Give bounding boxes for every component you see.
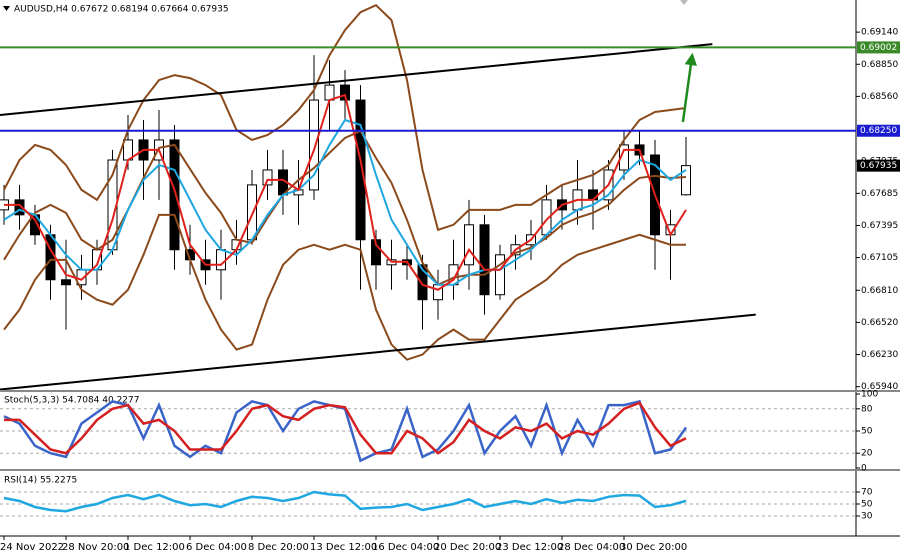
indicator-line bbox=[3, 213, 686, 361]
trendline bbox=[0, 43, 713, 117]
y-tick-label: 20 bbox=[861, 449, 873, 459]
y-tick-label: 0.65940 bbox=[861, 382, 898, 392]
level-label: 0.68250 bbox=[860, 126, 897, 136]
candle-body bbox=[247, 184, 257, 241]
oscillator-line bbox=[3, 490, 687, 513]
x-tick-label: 23 Dec 12:00 bbox=[496, 542, 563, 553]
candle-body bbox=[169, 139, 180, 251]
indicator-line bbox=[4, 93, 687, 291]
plot-area bbox=[3, 490, 687, 513]
menu-triangle[interactable] bbox=[3, 6, 10, 11]
x-tick-label: 30 Dec 20:00 bbox=[620, 542, 687, 553]
y-tick-label: 0.67105 bbox=[861, 253, 898, 263]
candle-body bbox=[479, 224, 490, 296]
y-tick-label: 0.66520 bbox=[861, 318, 898, 328]
y-tick-label: 0.66810 bbox=[861, 286, 898, 296]
y-tick-label: 30 bbox=[861, 512, 873, 522]
stoch-title: Stoch(5,3,3) 54.7084 40.2277 bbox=[4, 396, 139, 406]
y-tick-label: 0.67685 bbox=[861, 189, 898, 199]
y-tick-label: 100 bbox=[861, 390, 878, 400]
level-label-box bbox=[857, 41, 900, 54]
y-tick-label: 0.69140 bbox=[861, 28, 898, 38]
current-price-box bbox=[857, 159, 900, 172]
y-tick-label: 0 bbox=[861, 464, 867, 474]
x-tick-label: 1 Dec 12:00 bbox=[124, 542, 185, 553]
candle-body bbox=[262, 169, 273, 186]
x-tick-label: 20 Dec 20:00 bbox=[434, 542, 501, 553]
y-tick-label: 0.68850 bbox=[861, 60, 898, 70]
candle-body bbox=[619, 144, 629, 171]
rsi-title: RSI(14) 55.2275 bbox=[4, 476, 77, 486]
x-tick-label: 13 Dec 12:00 bbox=[310, 542, 377, 553]
indicator-line bbox=[3, 129, 687, 286]
y-tick-label: 0.67395 bbox=[861, 221, 898, 231]
candle-body bbox=[324, 84, 335, 101]
y-tick-label: 80 bbox=[861, 404, 873, 414]
oscillator-line bbox=[4, 401, 687, 455]
x-tick-label: 28 Dec 04:00 bbox=[558, 542, 625, 553]
level-label: 0.69002 bbox=[860, 43, 897, 53]
x-tick-label: 16 Dec 04:00 bbox=[372, 542, 439, 553]
candle-body bbox=[464, 224, 474, 266]
level-label-box bbox=[857, 124, 900, 137]
candle-body bbox=[309, 99, 319, 191]
x-tick-label: 8 Dec 20:00 bbox=[248, 542, 309, 553]
plot-area bbox=[3, 399, 688, 463]
candle-body bbox=[340, 84, 350, 101]
plot-area bbox=[0, 4, 756, 390]
y-tick-label: 50 bbox=[861, 427, 873, 437]
candle-body bbox=[216, 249, 226, 271]
y-tick-label: 70 bbox=[861, 488, 873, 498]
candle-body bbox=[588, 189, 598, 201]
candle-body bbox=[355, 99, 366, 241]
candle-body bbox=[417, 264, 428, 301]
indicator-line bbox=[3, 4, 687, 232]
candle-body bbox=[495, 254, 505, 296]
shift-marker bbox=[680, 0, 688, 5]
trendline bbox=[0, 313, 756, 390]
current-price-label: 0.67935 bbox=[860, 161, 897, 171]
indicator-line bbox=[3, 118, 687, 286]
y-tick-label: 0.66230 bbox=[861, 350, 898, 360]
y-tick-label: 50 bbox=[861, 500, 873, 510]
x-tick-label: 24 Nov 2022 bbox=[0, 542, 64, 553]
candle-body bbox=[14, 199, 25, 216]
arrow bbox=[681, 52, 698, 123]
chart-title: AUDUSD,H4 0.67672 0.68194 0.67664 0.6793… bbox=[14, 5, 229, 15]
x-tick-label: 6 Dec 04:00 bbox=[186, 542, 247, 553]
candle-body bbox=[61, 279, 71, 286]
candle-body bbox=[681, 165, 691, 196]
y-tick-label: 0.68560 bbox=[861, 92, 898, 102]
x-tick-label: 28 Nov 20:00 bbox=[62, 542, 129, 553]
